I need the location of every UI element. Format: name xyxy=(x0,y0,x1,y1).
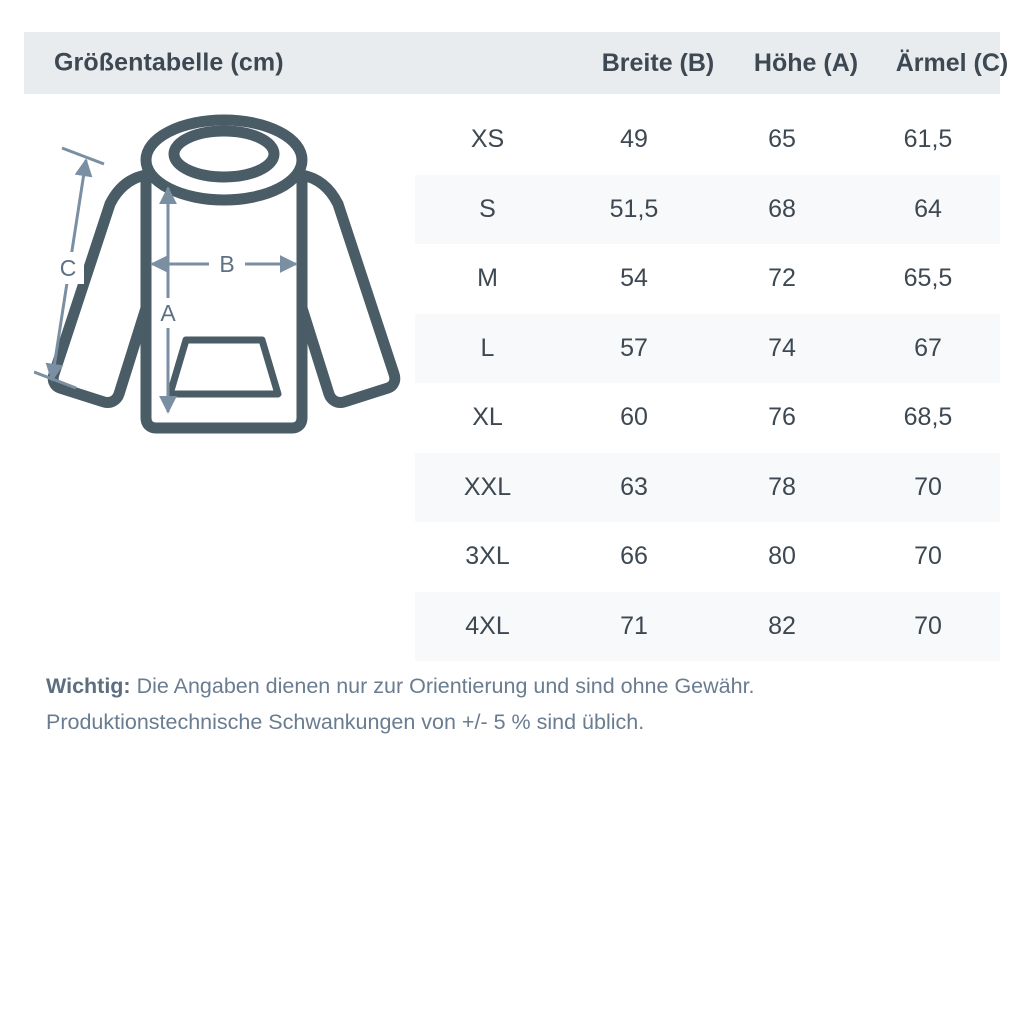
cell-width: 54 xyxy=(620,264,648,293)
pocket-outline xyxy=(166,336,282,398)
cell-size: XXL xyxy=(463,472,512,501)
cell-size: 4XL xyxy=(465,611,510,640)
column-header-sleeve: Ärmel (C) xyxy=(895,48,1009,77)
dimension-a: A xyxy=(152,186,184,414)
cell-size: XL xyxy=(472,403,503,432)
cell-width: 66 xyxy=(620,542,648,571)
cell-width: 63 xyxy=(620,472,648,501)
cell-sleeve: 68,5 xyxy=(903,403,953,432)
cell-width: 51,5 xyxy=(609,194,659,223)
cell-width: 57 xyxy=(620,333,648,362)
cell-sleeve: 70 xyxy=(914,542,942,571)
disclaimer-label: Wichtig: xyxy=(46,674,131,698)
hood-inner xyxy=(168,125,280,183)
table-row: 3XL 66 80 70 xyxy=(415,522,1000,592)
disclaimer-line-1: Die Angaben dienen nur zur Orientierung … xyxy=(130,674,755,698)
cell-sleeve: 67 xyxy=(914,333,942,362)
cell-height: 68 xyxy=(768,194,796,223)
column-header-height: Höhe (A) xyxy=(753,48,859,77)
cell-size: L xyxy=(480,333,495,362)
cell-height: 65 xyxy=(768,125,796,154)
table-row: XL 60 76 68,5 xyxy=(415,383,1000,453)
header-column-group: Breite (B) Höhe (A) Ärmel (C) xyxy=(439,32,1024,94)
table-row: S 51,5 68 64 xyxy=(415,174,1000,244)
cell-width: 49 xyxy=(620,125,648,154)
dimension-label-c: C xyxy=(60,255,77,281)
cell-sleeve: 70 xyxy=(914,472,942,501)
cell-height: 74 xyxy=(768,333,796,362)
disclaimer-line-2: Produktionstechnische Schwankungen von +… xyxy=(46,710,645,734)
cell-sleeve: 65,5 xyxy=(903,264,953,293)
cell-size: 3XL xyxy=(465,542,510,571)
dimension-b: B xyxy=(150,250,298,278)
column-header-width: Breite (B) xyxy=(601,48,715,77)
cell-height: 82 xyxy=(768,611,796,640)
cell-height: 76 xyxy=(768,403,796,432)
cell-sleeve: 64 xyxy=(914,194,942,223)
cell-height: 78 xyxy=(768,472,796,501)
table-row: XS 49 65 61,5 xyxy=(415,105,1000,175)
cell-height: 80 xyxy=(768,542,796,571)
table-row: L 57 74 67 xyxy=(415,313,1000,383)
dimension-c: C xyxy=(34,146,105,390)
page-title: Größentabelle (cm) xyxy=(54,48,284,77)
cell-size: S xyxy=(479,194,496,223)
size-table-body: XS 49 65 61,5 S 51,5 68 64 M 54 72 65,5 … xyxy=(415,105,1000,661)
dimension-label-a: A xyxy=(160,300,176,326)
cell-width: 71 xyxy=(620,611,648,640)
table-row: M 54 72 65,5 xyxy=(415,244,1000,314)
disclaimer-note: Wichtig: Die Angaben dienen nur zur Orie… xyxy=(46,668,986,740)
cell-size: XS xyxy=(470,125,505,154)
table-header: Größentabelle (cm) Breite (B) Höhe (A) Ä… xyxy=(24,32,1008,94)
cell-sleeve: 70 xyxy=(914,611,942,640)
hood-outer xyxy=(140,114,308,206)
dimension-label-b: B xyxy=(219,251,234,277)
cell-sleeve: 61,5 xyxy=(903,125,953,154)
cell-width: 60 xyxy=(620,403,648,432)
table-row: 4XL 71 82 70 xyxy=(415,591,1000,661)
table-row: XXL 63 78 70 xyxy=(415,452,1000,522)
hoodie-measurement-icon: B A C xyxy=(34,114,401,434)
cell-height: 72 xyxy=(768,264,796,293)
garment-outline xyxy=(47,169,401,434)
cell-size: M xyxy=(477,264,498,293)
hoodie-diagram: B A C xyxy=(34,112,414,457)
